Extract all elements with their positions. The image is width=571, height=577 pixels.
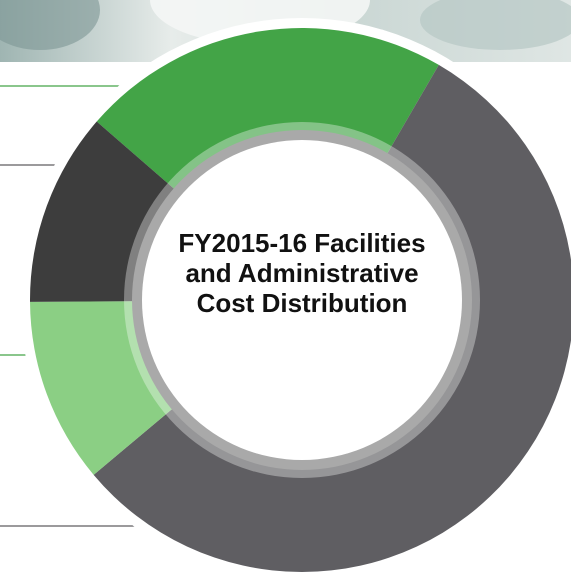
page: FY2015-16 Facilities and Administrative …: [0, 0, 571, 577]
chart-title: FY2015-16 Facilities and Administrative …: [162, 228, 442, 318]
